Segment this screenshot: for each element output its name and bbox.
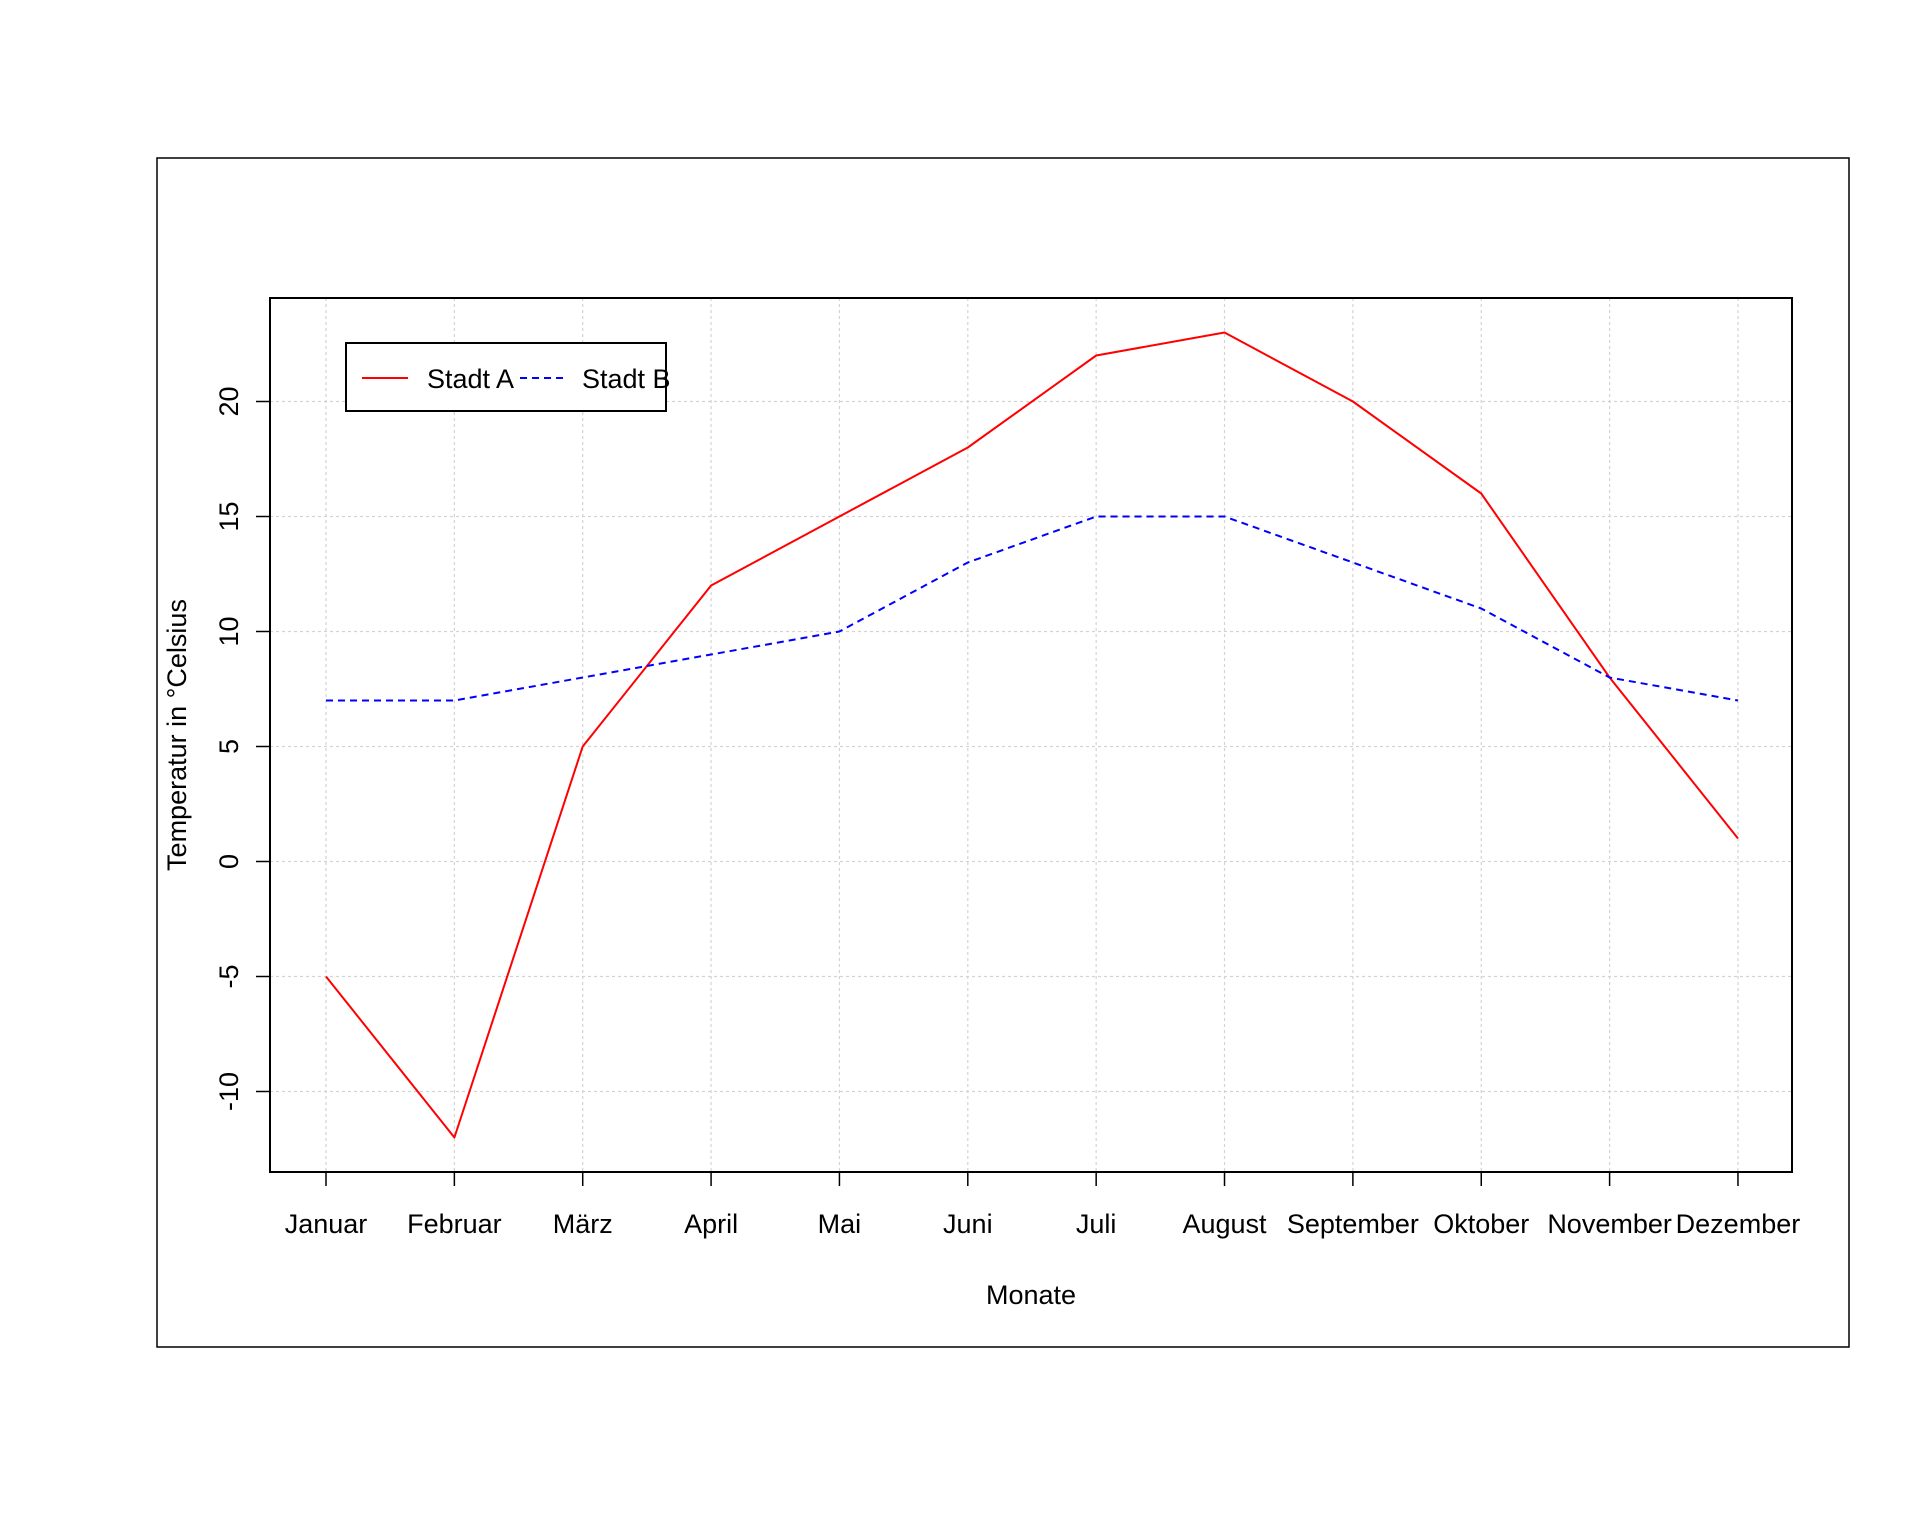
figure-frame — [156, 157, 1850, 1348]
y-tick-label: 5 — [214, 739, 244, 754]
series-line-stadt-b — [326, 515, 1739, 702]
x-tick-label: Juli — [1076, 1209, 1117, 1239]
y-axis-title: Temperatur in °Celsius — [162, 599, 192, 871]
x-tick-label: Juni — [943, 1209, 993, 1239]
x-tick-label: September — [1287, 1209, 1419, 1239]
x-tick-label: August — [1182, 1209, 1267, 1239]
series-line-stadt-a — [325, 331, 1739, 1139]
x-tick-label: April — [684, 1209, 738, 1239]
y-tick-label: 15 — [214, 501, 244, 531]
y-tick-label: 0 — [214, 854, 244, 869]
legend-label-stadt-a: Stadt A — [427, 364, 514, 394]
plot-area-border — [269, 297, 1793, 1173]
series-layer — [325, 331, 1739, 1139]
legend: Stadt A Stadt B — [345, 342, 671, 412]
x-tick-label: Januar — [285, 1209, 368, 1239]
y-tick-label: 20 — [214, 386, 244, 416]
x-tick-label: Februar — [407, 1209, 502, 1239]
x-tick-label: März — [553, 1209, 613, 1239]
x-tick-label: November — [1547, 1209, 1672, 1239]
x-axis: Januar Februar März April Mai Juni Juli August S… — [285, 1172, 1801, 1239]
y-axis: -10 -5 0 5 10 15 20 — [214, 386, 270, 1111]
x-axis-title: Monate — [986, 1280, 1076, 1310]
x-tick-label: Mai — [818, 1209, 862, 1239]
x-tick-label: Oktober — [1433, 1209, 1529, 1239]
x-tick-label: Dezember — [1676, 1209, 1801, 1239]
grid — [270, 298, 1792, 1172]
y-tick-label: 10 — [214, 616, 244, 646]
y-tick-label: -10 — [214, 1072, 244, 1111]
legend-label-stadt-b: Stadt B — [582, 364, 671, 394]
y-tick-label: -5 — [214, 964, 244, 988]
